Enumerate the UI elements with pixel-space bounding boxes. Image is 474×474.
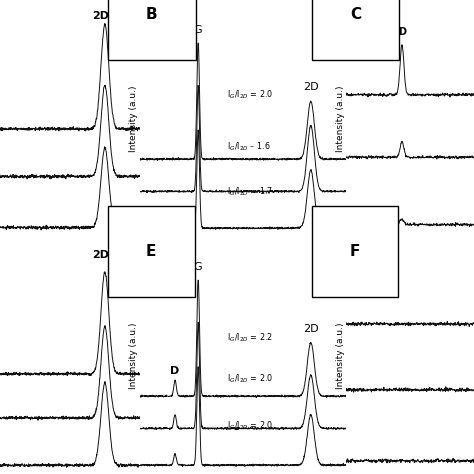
Text: I$_G$/I$_{2D}$ = 2.0: I$_G$/I$_{2D}$ = 2.0 (228, 373, 273, 385)
Y-axis label: Intensity (a.u.): Intensity (a.u.) (129, 322, 138, 389)
Text: 2D: 2D (92, 11, 109, 21)
Text: D: D (398, 27, 406, 37)
Y-axis label: Intensity (a.u.): Intensity (a.u.) (336, 85, 345, 152)
Text: I$_G$/I$_{2D}$ = 2.0: I$_G$/I$_{2D}$ = 2.0 (228, 419, 273, 432)
Text: B: B (146, 7, 158, 22)
Text: I$_G$/I$_{2D}$ = 2.2: I$_G$/I$_{2D}$ = 2.2 (228, 331, 273, 344)
Text: F: F (350, 244, 360, 259)
Y-axis label: Intensity (a.u.): Intensity (a.u.) (129, 85, 138, 152)
Text: 2D: 2D (303, 82, 319, 92)
Text: I$_G$/I$_{2D}$ = 2.0: I$_G$/I$_{2D}$ = 2.0 (228, 89, 273, 101)
Y-axis label: Intensity (a.u.): Intensity (a.u.) (336, 322, 345, 389)
Text: E: E (146, 244, 156, 259)
Text: D: D (171, 366, 180, 376)
Text: C: C (350, 7, 361, 22)
Text: I$_G$/I$_{2D}$ = 1.7: I$_G$/I$_{2D}$ = 1.7 (228, 186, 273, 198)
Text: I$_G$/I$_{2D}$ – 1.6: I$_G$/I$_{2D}$ – 1.6 (228, 140, 271, 153)
Text: G: G (194, 263, 202, 273)
X-axis label: Wave number (cm$^{-1}$): Wave number (cm$^{-1}$) (185, 258, 301, 273)
Text: G: G (194, 26, 202, 36)
Text: 2D: 2D (92, 250, 109, 260)
Text: 2D: 2D (303, 324, 319, 334)
